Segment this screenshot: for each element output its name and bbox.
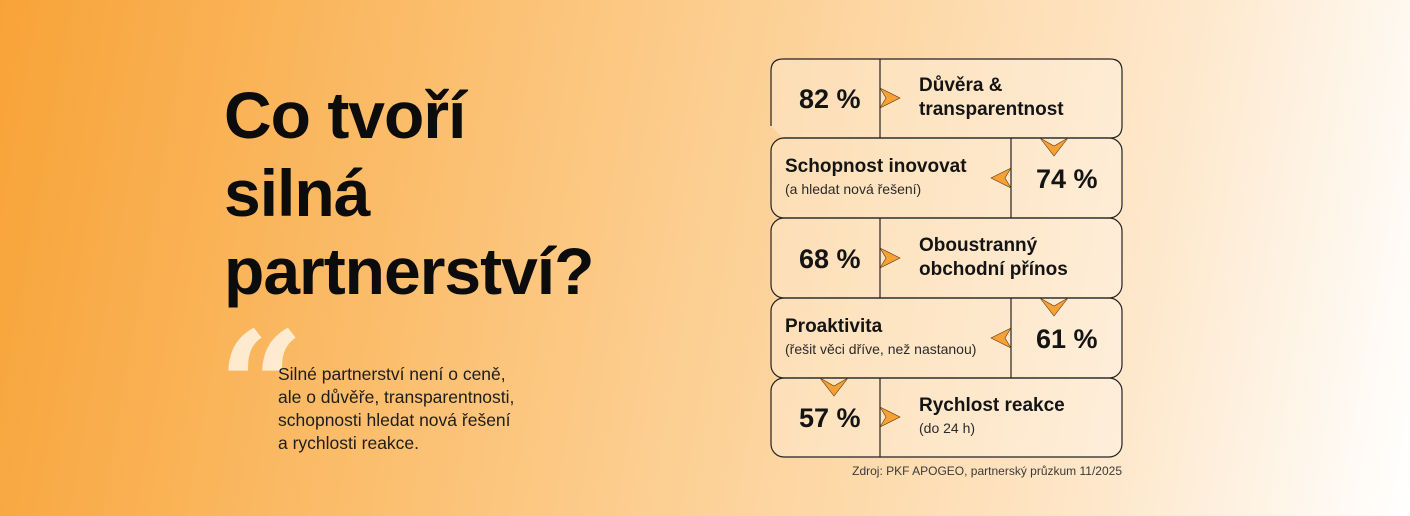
source-note: Zdroj: PKF APOGEO, partnerský průzkum 11… — [852, 464, 1122, 478]
percent-5: 57 % — [799, 403, 861, 433]
quotation-mark-icon: “ — [218, 299, 305, 475]
quote-line-1: Silné partnerství není o ceně, — [278, 364, 506, 384]
factor-sub-5: (do 24 h) — [919, 420, 976, 436]
percent-1: 82 % — [799, 84, 861, 114]
factor-title-2: Schopnost inovovat — [785, 156, 967, 177]
row-box-1 — [770, 58, 1123, 139]
chevron-down-icon-2 — [1039, 297, 1069, 317]
factor-title-1a: Důvěra & — [919, 75, 1003, 96]
percent-3: 68 % — [799, 244, 861, 274]
factor-sub-4: (řešit věci dříve, než nastanou) — [785, 341, 977, 357]
quote-line-4: a rychlosti reakce. — [278, 433, 420, 453]
headline: Co tvoří silná partnerství? — [224, 76, 594, 310]
chevron-down-icon-3 — [819, 377, 849, 397]
factor-label-1: Důvěra & transparentnost — [919, 74, 1064, 122]
factor-label-3: Oboustranný obchodní přínos — [919, 234, 1068, 282]
chevron-right-icon-3 — [879, 247, 901, 269]
quote-text: Silné partnerství není o ceně, ale o dův… — [278, 363, 568, 455]
factor-sub-2: (a hledat nová řešení) — [785, 181, 922, 197]
percent-2: 74 % — [1036, 164, 1098, 194]
factor-label-2: Schopnost inovovat (a hledat nová řešení… — [785, 155, 967, 199]
headline-line-1: Co tvoří — [224, 78, 466, 152]
factor-title-3a: Oboustranný — [919, 235, 1038, 256]
chevron-left-icon-2 — [990, 167, 1012, 189]
headline-line-2: silná — [224, 156, 370, 230]
factor-title-1b: transparentnost — [919, 99, 1064, 120]
quote-line-3: schopnosti hledat nová řešení — [278, 410, 511, 430]
chevron-right-icon-5 — [879, 406, 901, 428]
percent-4: 61 % — [1036, 324, 1098, 354]
factor-title-4: Proaktivita — [785, 316, 883, 337]
headline-line-3: partnerství? — [224, 234, 594, 308]
chevron-right-icon-1 — [879, 87, 901, 109]
chevron-left-icon-4 — [990, 327, 1012, 349]
row-box-5 — [770, 377, 1123, 458]
factor-label-4: Proaktivita (řešit věci dříve, než nasta… — [785, 315, 976, 359]
quote-line-2: ale o důvěře, transparentnosti, — [278, 387, 515, 407]
factor-label-5: Rychlost reakce (do 24 h) — [919, 394, 1065, 438]
factor-title-3b: obchodní přínos — [919, 259, 1068, 280]
factor-title-5: Rychlost reakce — [919, 395, 1065, 416]
chevron-down-icon-1 — [1039, 137, 1069, 157]
